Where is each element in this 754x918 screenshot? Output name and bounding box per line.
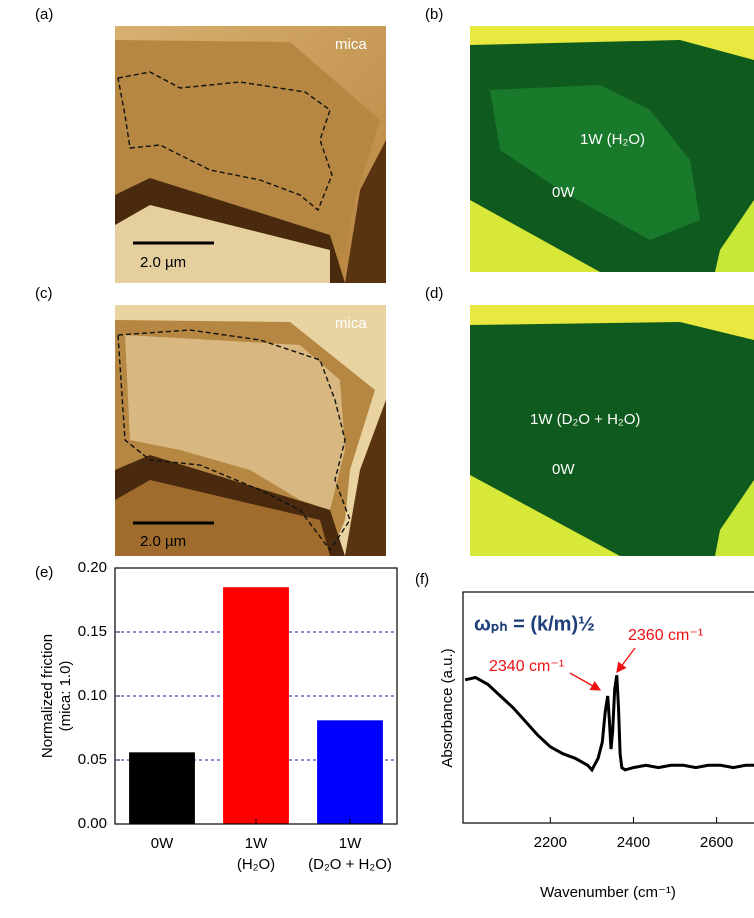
- friction-image-b: 1W (H₂O) 0W (b): [425, 6, 754, 272]
- arrow: [617, 648, 635, 672]
- figure: mica 2.0 µm (a) 1W (H₂O) 0W (b) mica 2.0…: [0, 0, 754, 913]
- annotation: 2360 cm⁻¹: [628, 627, 703, 644]
- panel-label: (a): [35, 6, 53, 23]
- y-tick-label: 0.00: [78, 815, 107, 832]
- x-tick-label: 2200: [534, 834, 567, 851]
- y-tick-label: 0.10: [78, 687, 107, 704]
- panel-label: (f): [415, 571, 429, 588]
- x-tick-label: 2600: [700, 834, 733, 851]
- annotation: 0W: [552, 184, 575, 201]
- panel-label: (c): [35, 285, 53, 302]
- annotation: ωₚₕ = (k/m)½: [474, 613, 595, 635]
- x-tick-label: 1W: [339, 835, 362, 852]
- arrow: [570, 673, 600, 690]
- annotation: 1W (D₂O + H₂O): [530, 411, 640, 428]
- friction-image-d: 1W (D₂O + H₂O) 0W (d): [425, 285, 754, 556]
- afm-image-c: mica 2.0 µm (c): [35, 285, 386, 556]
- afm-image-a: mica 2.0 µm (a): [35, 6, 386, 283]
- scale-bar-label: 2.0 µm: [140, 254, 186, 271]
- x-tick-label: (D₂O + H₂O): [308, 856, 392, 873]
- bar: [317, 720, 383, 824]
- panel-label: (e): [35, 564, 53, 581]
- annotation: 0W: [552, 461, 575, 478]
- panel-label: (b): [425, 6, 443, 23]
- y-axis-title-line: Normalized friction: [39, 634, 56, 758]
- x-tick-label: 0W: [151, 835, 174, 852]
- y-tick-label: 0.15: [78, 623, 107, 640]
- annotation: mica: [335, 36, 367, 53]
- x-tick-label: (H₂O): [237, 856, 275, 873]
- x-axis-title: Wavenumber (cm⁻¹): [540, 884, 676, 901]
- y-tick-label: 0.05: [78, 751, 107, 768]
- bar: [223, 587, 289, 824]
- x-tick-label: 1W: [245, 835, 268, 852]
- y-axis-title-line: (mica: 1.0): [57, 661, 74, 732]
- spectrum-line: [465, 675, 754, 770]
- panel-label: (d): [425, 285, 443, 302]
- y-axis-title: Normalized friction (mica: 1.0): [39, 634, 74, 758]
- y-tick-label: 0.20: [78, 559, 107, 576]
- x-tick-label: 2400: [617, 834, 650, 851]
- annotation: 1W (H₂O): [580, 131, 645, 148]
- annotation: mica: [335, 315, 367, 332]
- annotation: 2340 cm⁻¹: [489, 658, 564, 675]
- scale-bar-label: 2.0 µm: [140, 533, 186, 550]
- bar: [129, 752, 195, 824]
- y-axis-title: Absorbance (a.u.): [439, 648, 456, 767]
